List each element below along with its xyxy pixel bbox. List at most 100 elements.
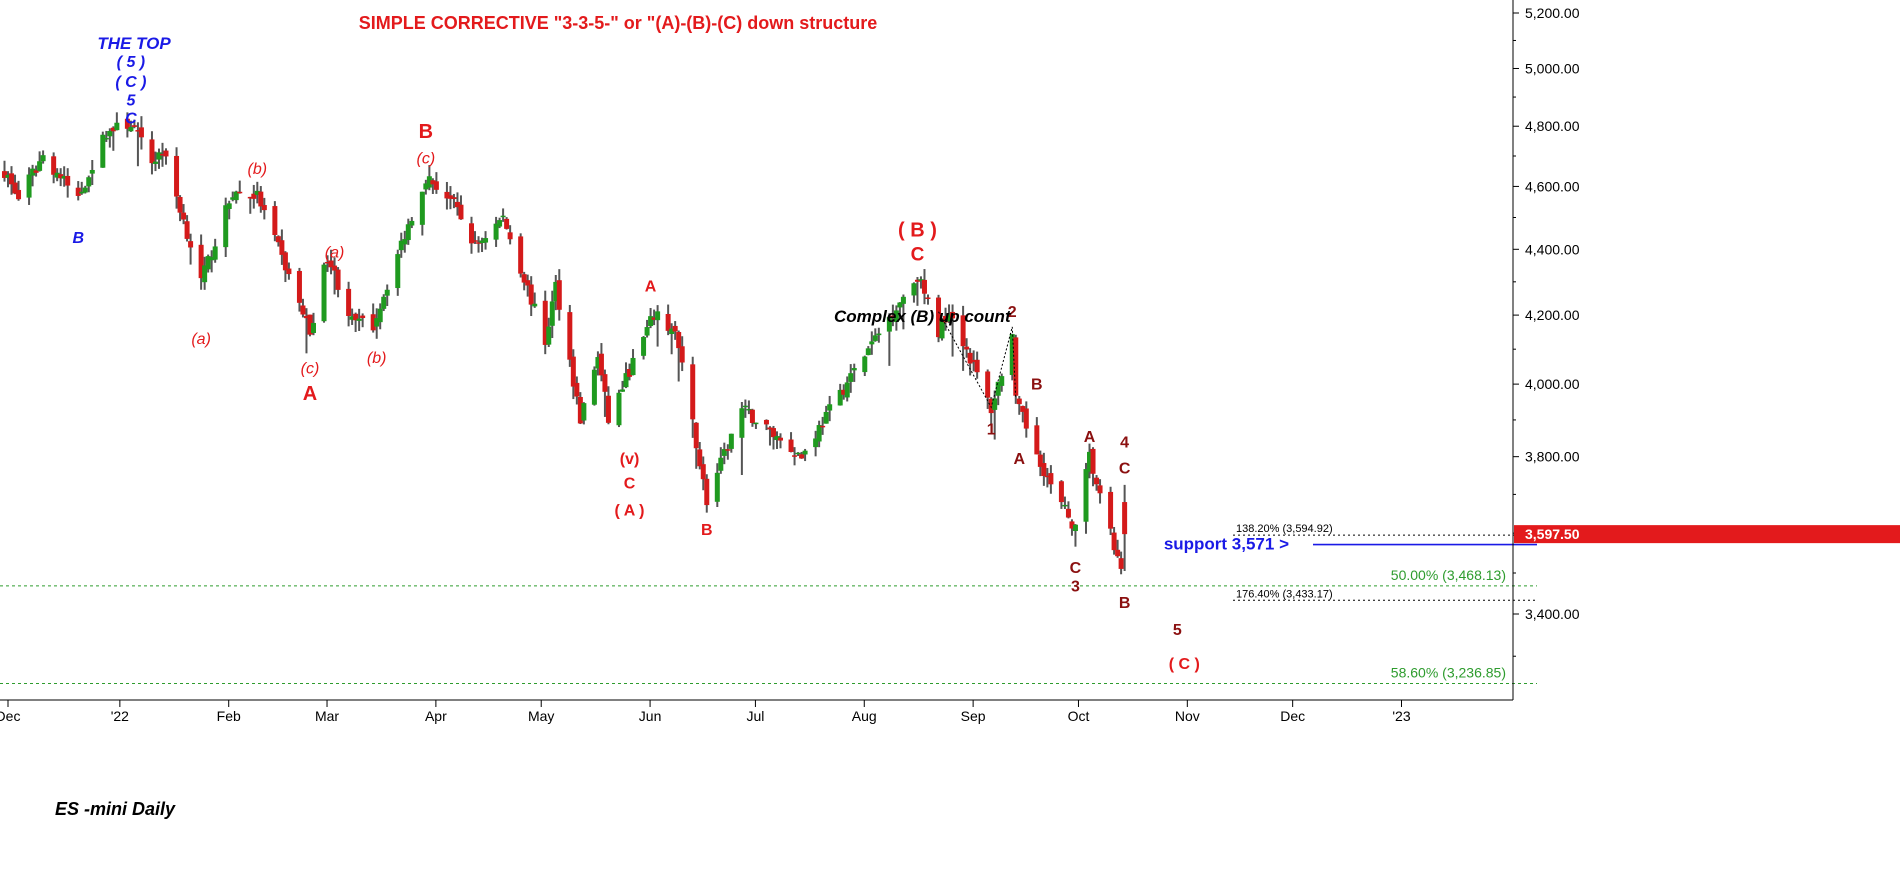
candle-body [1118, 558, 1124, 569]
candle-body [504, 218, 510, 229]
candle-body [100, 134, 106, 168]
wave-label: C [911, 245, 925, 266]
wave-label: A [1014, 451, 1026, 468]
candle-body [1009, 334, 1015, 375]
candle-body [454, 201, 460, 208]
y-tick-label: 5,200.00 [1525, 5, 1580, 21]
candle-body [507, 232, 513, 240]
candle-body [65, 175, 71, 186]
candle-body [335, 269, 341, 290]
candle-body [763, 419, 769, 425]
x-tick-label: Jul [746, 708, 764, 724]
candle-body [82, 187, 88, 193]
candle-body [964, 346, 970, 350]
candle-body [1087, 451, 1093, 472]
x-tick-label: Mar [315, 708, 339, 724]
y-tick-label: 3,400.00 [1525, 606, 1580, 622]
candle-body [1016, 398, 1022, 405]
candle-body [971, 360, 977, 362]
wave-label: (c) [417, 151, 436, 168]
candle-body [1094, 477, 1100, 485]
candle-body [893, 310, 899, 323]
candle-body [1111, 532, 1117, 551]
candle-body [233, 191, 239, 201]
wave-label: (b) [248, 161, 268, 178]
candle-body [58, 174, 64, 179]
candle-body [174, 155, 180, 197]
candle-body [676, 332, 682, 349]
candle-body [869, 341, 875, 345]
candle-body [567, 312, 573, 360]
wave-label: 3 [1071, 578, 1080, 595]
candle-body [1037, 454, 1043, 467]
candle-body [521, 274, 527, 283]
horizontal-levels: 138.20% (3,594.92)support 3,571 > 50.00% … [0, 523, 1537, 685]
x-tick-label: '23 [1392, 708, 1410, 724]
candle-body [51, 156, 57, 175]
candle-body [778, 437, 784, 441]
candle-body [995, 381, 1001, 396]
candle-body [321, 264, 327, 322]
wave-label: B [1119, 595, 1131, 612]
candle-body [26, 174, 32, 198]
x-tick-label: Feb [217, 708, 241, 724]
candle-body [107, 131, 113, 137]
candle-body [911, 283, 917, 296]
candle-body [623, 373, 629, 388]
candle-body [718, 457, 724, 471]
candle-body [630, 357, 636, 376]
candle-body [872, 335, 878, 341]
candle-body [823, 411, 829, 424]
candle-body [419, 191, 425, 225]
candle-body [792, 455, 798, 457]
x-tick-label: Dec [0, 708, 20, 724]
y-tick-label: 4,800.00 [1525, 118, 1580, 134]
candle-body [275, 236, 281, 243]
candle-body [1097, 485, 1103, 494]
candle-body [862, 356, 868, 373]
candle-body [1048, 473, 1054, 485]
candle-body [303, 315, 309, 319]
candle-body [918, 279, 924, 281]
candle-body [900, 296, 906, 304]
candle-body [349, 316, 355, 320]
candle-body [1020, 406, 1026, 412]
wave-label: C [1070, 560, 1082, 577]
candle-body [1065, 508, 1071, 518]
candle-body [1062, 504, 1068, 507]
candle-body [591, 369, 597, 405]
candle-body [897, 302, 903, 308]
candle-body [714, 472, 720, 502]
wave-labels: THE TOP( 5 )( C )5CB(b)(a)(a)(c)A(b)B(c)… [72, 34, 1199, 673]
candle-body [493, 223, 499, 240]
candle-body [286, 268, 292, 275]
candle-body [258, 191, 264, 207]
candle-body [598, 353, 604, 376]
candle-body [261, 205, 267, 211]
candle-body [138, 127, 144, 138]
candle-body [209, 257, 215, 261]
level-label: 50.00% (3,468.13) [1391, 567, 1506, 583]
candle-body [114, 122, 120, 131]
candle-body [605, 395, 611, 423]
candle-body [184, 221, 190, 239]
candle-body [925, 297, 931, 299]
candle-body [476, 242, 482, 244]
candle-body [395, 254, 401, 289]
candle-body [876, 333, 882, 336]
candle-body [128, 127, 134, 132]
candle-body [163, 150, 169, 157]
price-candles [1, 112, 1128, 575]
candle-body [602, 374, 608, 392]
candle-body [381, 296, 387, 309]
x-tick-label: Aug [852, 708, 877, 724]
candle-body [1072, 524, 1078, 532]
candle-body [272, 206, 278, 236]
candle-body [886, 317, 892, 332]
candle-body [198, 244, 204, 279]
candle-body [451, 197, 457, 200]
candle-body [479, 240, 485, 244]
candle-body [542, 300, 548, 345]
candle-body [398, 240, 404, 251]
